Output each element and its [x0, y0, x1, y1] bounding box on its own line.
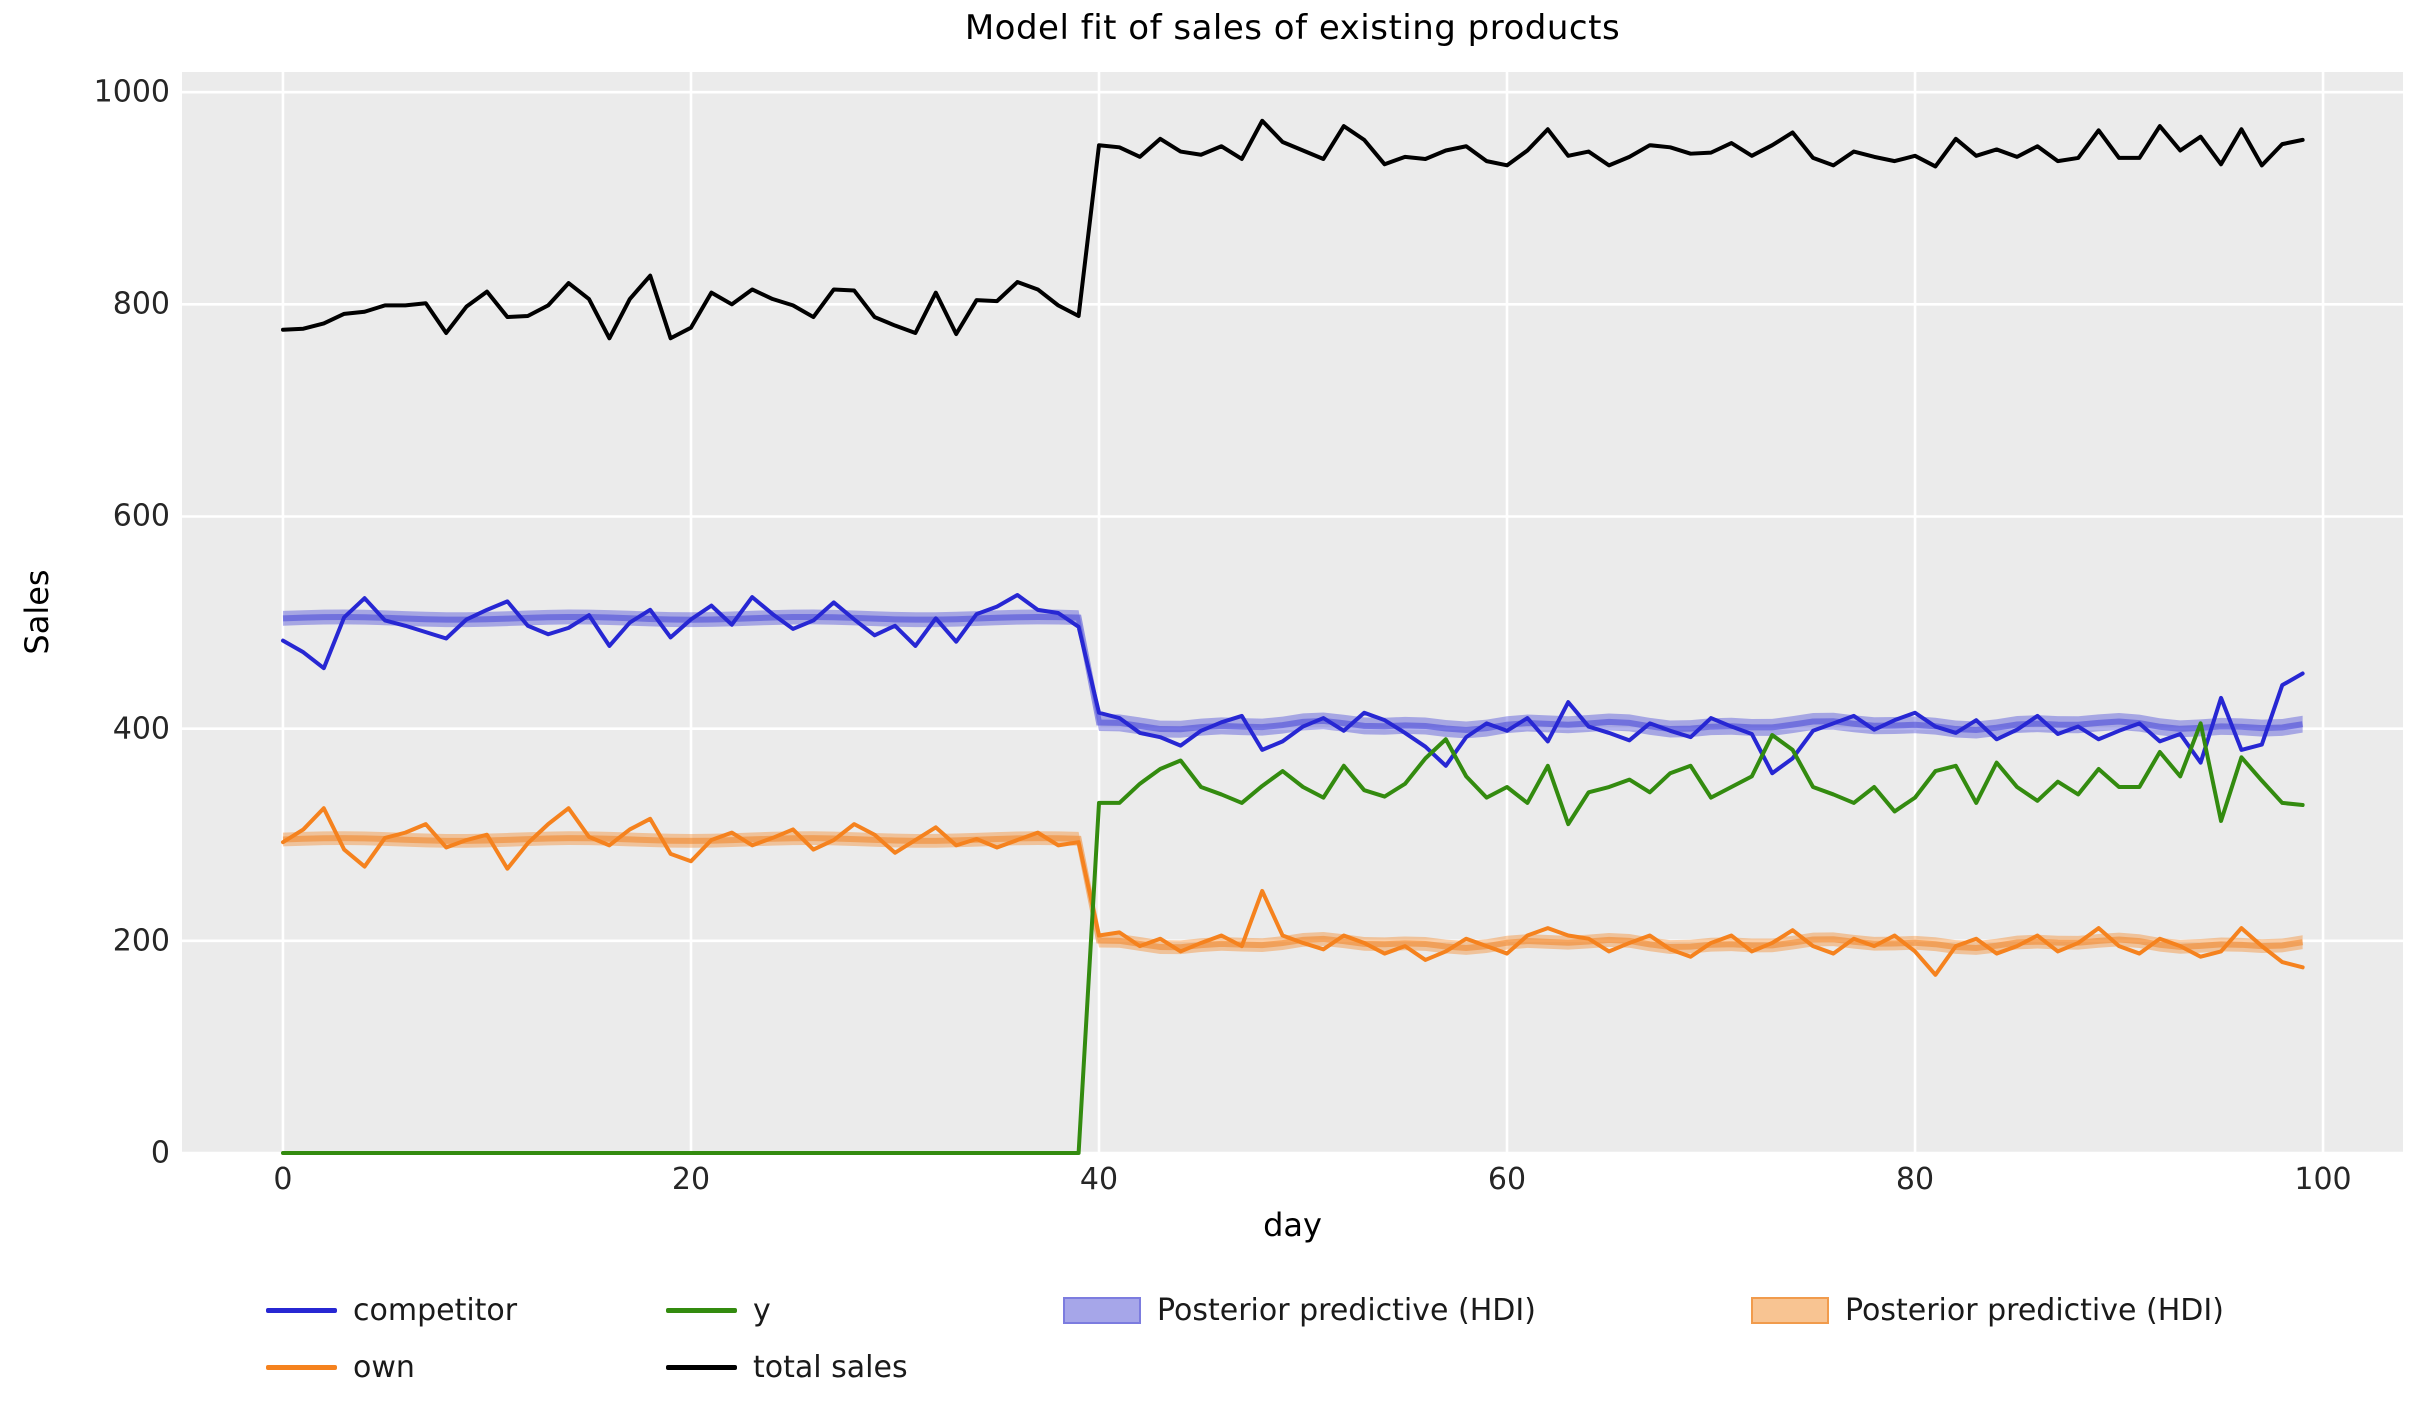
series-line-competitor — [280, 592, 2305, 776]
legend-label: y — [753, 1293, 771, 1328]
x-tick-label: 100 — [2294, 1162, 2352, 1197]
series-line-own — [280, 806, 2305, 977]
legend-column: Posterior predictive (HDI) — [1751, 1282, 2224, 1339]
legend-line-swatch-icon — [266, 1308, 337, 1313]
legend-line-swatch-icon — [666, 1308, 737, 1313]
hdi-mean-blue — [282, 613, 2304, 734]
legend-item-own: own — [266, 1339, 517, 1396]
legend-column: competitor own — [266, 1282, 517, 1396]
legend-patch-swatch-icon — [1063, 1297, 1141, 1324]
x-tick-label: 20 — [671, 1162, 711, 1197]
y-tick-label: 800 — [112, 286, 170, 322]
legend-column: y total sales — [666, 1282, 908, 1396]
y-tick-label: 1000 — [93, 74, 170, 110]
x-tick-label: 0 — [273, 1162, 293, 1197]
legend: competitor own y total sales Posterior predi… — [0, 1282, 2423, 1412]
legend-label: total sales — [753, 1350, 908, 1385]
legend-item-total-sales: total sales — [666, 1339, 908, 1396]
legend-label: Posterior predictive (HDI) — [1845, 1293, 2224, 1328]
plot-area — [182, 72, 2403, 1153]
legend-item-y: y — [666, 1282, 908, 1339]
legend-label: competitor — [353, 1293, 518, 1328]
legend-line-swatch-icon — [666, 1365, 737, 1370]
legend-item-posterior-predictive-hdi-: Posterior predictive (HDI) — [1751, 1282, 2224, 1339]
legend-column: Posterior predictive (HDI) — [1063, 1282, 1536, 1339]
legend-patch-swatch-icon — [1751, 1297, 1829, 1324]
x-axis-label: day — [1263, 1206, 1322, 1244]
y-tick-label: 400 — [112, 711, 170, 747]
y-axis-label: Sales — [18, 569, 56, 655]
y-tick-label: 0 — [150, 1135, 170, 1171]
y-tick-label: 600 — [112, 498, 170, 534]
y-tick-label: 200 — [112, 923, 170, 959]
x-tick-label: 40 — [1079, 1162, 1119, 1197]
legend-label: own — [353, 1350, 415, 1385]
legend-item-competitor: competitor — [266, 1282, 517, 1339]
legend-line-swatch-icon — [266, 1365, 337, 1370]
x-tick-label: 60 — [1487, 1162, 1527, 1197]
series-line-total-sales — [280, 118, 2305, 341]
chart-title: Model fit of sales of existing products — [964, 8, 1621, 48]
x-tick-label: 80 — [1895, 1162, 1935, 1197]
series-line-y — [280, 721, 2305, 1155]
legend-item-posterior-predictive-hdi-: Posterior predictive (HDI) — [1063, 1282, 1536, 1339]
legend-label: Posterior predictive (HDI) — [1157, 1293, 1536, 1328]
